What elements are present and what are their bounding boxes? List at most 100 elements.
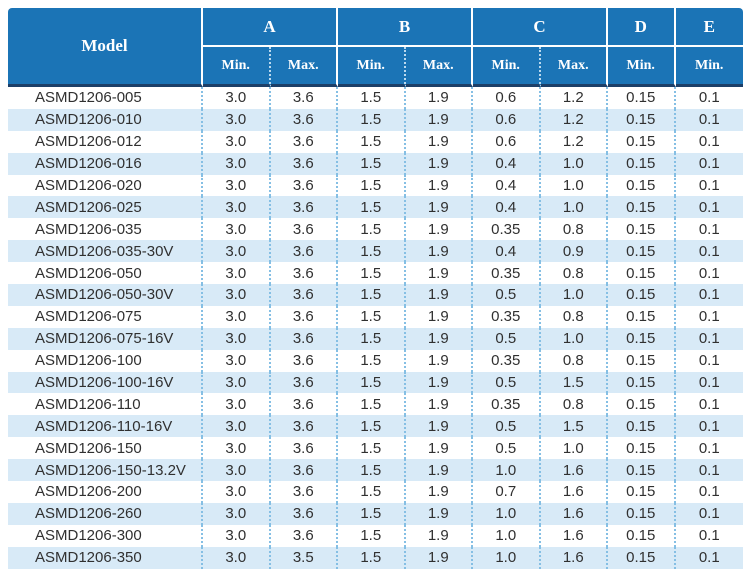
value-cell: 1.9: [405, 502, 473, 525]
value-cell: 1.5: [338, 218, 406, 241]
table-row: ASMD1206-050 3.0 3.6 1.5 1.9 0.35 0.8 0.15 0.1: [8, 262, 743, 285]
value-cell: 1.5: [338, 305, 406, 328]
model-cell: ASMD1206-025: [8, 196, 203, 219]
value-cell: 1.5: [338, 481, 406, 503]
value-cell: 0.35: [473, 262, 541, 285]
value-cell: 3.0: [203, 218, 271, 241]
value-cell: 0.1: [675, 415, 743, 438]
value-cell: 0.15: [608, 393, 676, 416]
value-cell: 1.9: [406, 218, 473, 241]
value-cell: 0.15: [608, 546, 676, 569]
value-cell: 3.0: [203, 240, 271, 263]
value-cell: 1.9: [405, 240, 473, 263]
value-cell: 0.1: [698, 177, 720, 194]
value-cell: 0.6: [473, 87, 541, 109]
table-row: ASMD1206-025 3.0 3.6 1.5 1.9 0.4 1.0 0.15 0.1: [8, 196, 743, 219]
value-cell: 0.1: [698, 89, 720, 107]
value-cell: 0.1: [698, 439, 720, 457]
value-cell: 3.0: [203, 371, 271, 394]
model-cell: ASMD1206-200: [8, 481, 203, 503]
value-cell: 0.15: [608, 437, 676, 460]
value-cell: 3.6: [271, 130, 338, 153]
value-cell: 3.6: [271, 218, 338, 241]
value-cell: 3.6: [271, 87, 338, 109]
value-cell: 1.5: [338, 371, 406, 394]
value-cell: 1.5: [540, 371, 608, 394]
table-row: ASMD1206-010 3.0 3.6 1.5 1.9 0.6 1.2 0.15 0.1: [8, 108, 743, 131]
value-cell: 3.6: [271, 262, 338, 285]
value-cell: 1.5: [338, 415, 406, 438]
value-cell: 1.5: [338, 196, 406, 219]
table-row: ASMD1206-005 3.0 3.6 1.5 1.9 0.6 1.2 0.15 0.1: [8, 87, 743, 109]
subheader-b-max: Max.: [405, 47, 473, 87]
table-row: ASMD1206-150 3.0 3.6 1.5 1.9 0.5 1.0 0.15 0.1: [8, 437, 743, 460]
value-cell: 3.0: [203, 305, 271, 328]
value-cell: 3.6: [270, 327, 338, 350]
model-cell: ASMD1206-260: [8, 502, 203, 525]
value-cell: 0.5: [473, 327, 541, 350]
value-cell: 0.15: [608, 174, 676, 197]
value-cell: 1.9: [406, 130, 473, 153]
value-cell: 0.35: [473, 218, 541, 241]
value-cell: 3.6: [270, 502, 338, 525]
value-cell: 0.5: [473, 371, 541, 394]
value-cell: 0.15: [608, 415, 676, 438]
table-row: ASMD1206-012 3.0 3.6 1.5 1.9 0.6 1.2 0.15 0.1: [8, 130, 743, 153]
value-cell: 1.9: [406, 393, 473, 416]
column-header-c: C: [473, 8, 608, 47]
group-header-row: Model A B C D E: [8, 8, 743, 87]
value-cell: 0.5: [473, 415, 541, 438]
value-cell: 1.9: [406, 174, 473, 197]
value-cell: 3.0: [203, 393, 271, 416]
value-cell: 0.15: [608, 305, 676, 328]
value-cell: 0.9: [540, 240, 608, 263]
value-cell: 0.8: [541, 393, 608, 416]
value-cell: 0.1: [698, 527, 720, 545]
value-cell: 3.0: [203, 415, 271, 438]
table-row: ASMD1206-350 3.0 3.5 1.5 1.9 1.0 1.6 0.15 0.1: [8, 546, 743, 569]
value-cell: 0.1: [675, 240, 743, 263]
subheader-c-max: Max.: [540, 47, 608, 87]
value-cell: 1.2: [541, 130, 608, 153]
value-cell: 1.0: [473, 524, 541, 547]
value-cell: 3.0: [203, 349, 271, 372]
value-cell: 0.7: [473, 481, 541, 503]
value-cell: 1.2: [540, 108, 608, 131]
value-cell: 1.5: [338, 284, 406, 306]
table-row: ASMD1206-050-30V 3.0 3.6 1.5 1.9 0.5 1.0 0.15 0.…: [8, 284, 743, 306]
value-cell: 0.1: [675, 152, 743, 175]
table-header: Model A B C D E Min. Max. Min. Max. Min.…: [8, 8, 743, 87]
model-cell: ASMD1206-100-16V: [8, 371, 203, 394]
value-cell: 1.9: [406, 87, 473, 109]
value-cell: 3.6: [270, 240, 338, 263]
subheader-a-min: Min.: [203, 47, 271, 87]
subheader-b-min: Min.: [338, 47, 406, 87]
subheader-d-min: Min.: [608, 47, 676, 87]
value-cell: 1.9: [405, 546, 473, 569]
model-cell: ASMD1206-075-16V: [8, 327, 203, 350]
value-cell: 0.6: [473, 108, 541, 131]
value-cell: 1.9: [405, 371, 473, 394]
value-cell: 3.0: [203, 130, 271, 153]
value-cell: 1.9: [405, 152, 473, 175]
value-cell: 1.9: [406, 349, 473, 372]
value-cell: 0.35: [473, 349, 541, 372]
value-cell: 0.1: [675, 284, 743, 306]
sub-header-row: Min. Max. Min. Max. Min. Max. Min. Min.: [8, 47, 743, 87]
value-cell: 1.6: [540, 546, 608, 569]
value-cell: 1.0: [541, 437, 608, 460]
value-cell: 1.9: [405, 284, 473, 306]
table-row: ASMD1206-300 3.0 3.6 1.5 1.9 1.0 1.6 0.15 0.1: [8, 524, 743, 547]
value-cell: 1.5: [338, 349, 406, 372]
subheader-a-max: Max.: [270, 47, 338, 87]
value-cell: 1.9: [406, 305, 473, 328]
value-cell: 0.15: [608, 481, 676, 503]
value-cell: 0.1: [675, 327, 743, 350]
value-cell: 0.1: [675, 196, 743, 219]
value-cell: 1.6: [540, 459, 608, 482]
model-cell: ASMD1206-020: [8, 174, 203, 197]
value-cell: 1.5: [338, 87, 406, 109]
value-cell: 3.0: [203, 152, 271, 175]
value-cell: 1.5: [338, 108, 406, 131]
value-cell: 3.0: [203, 262, 271, 285]
